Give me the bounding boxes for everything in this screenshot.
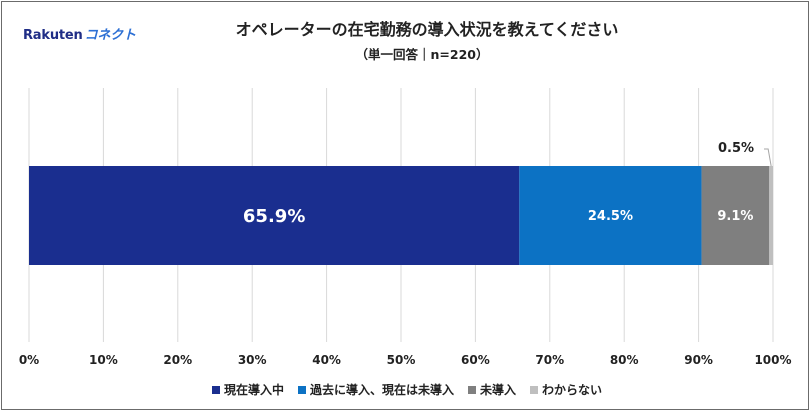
legend: 現在導入中 過去に導入、現在は未導入 未導入 わからない [2,381,808,398]
chart-title: オペレーターの在宅勤務の導入状況を教えてください [235,20,619,39]
legend-swatch [468,386,476,394]
data-label: 65.9% [243,206,305,227]
chart-subtitle: （単一回答｜n=220） [355,47,489,62]
x-tick-label: 80% [610,353,639,367]
segment-labels: 65.9% 24.5% 9.1% 0.5% [243,141,772,227]
bar-segments [29,166,773,265]
x-tick-label: 90% [684,353,713,367]
x-tick-label: 50% [387,353,416,367]
legend-item: 過去に導入、現在は未導入 [297,381,454,398]
stacked-bar-chart: 65.9% 24.5% 9.1% 0.5% 0% 10% 20% 30% 40% 50% 60% 7… [19,88,792,367]
x-tick-label: 20% [163,353,192,367]
x-tick-label: 0% [19,353,39,367]
legend-item: 未導入 [468,381,516,398]
legend-label: わからない [542,383,603,397]
bar-segment [519,166,702,265]
x-tick-label: 100% [754,353,791,367]
leader-line [764,148,772,167]
legend-swatch [297,386,306,394]
bar-segment [29,166,520,265]
logo-brand: Rakuten [23,28,83,43]
legend-item: わからない [530,381,602,398]
legend-label: 過去に導入、現在は未導入 [309,383,454,397]
x-tick-label: 10% [89,353,118,367]
data-label: 0.5% [718,141,754,156]
legend-item: 現在導入中 [211,381,284,398]
legend-label: 未導入 [480,383,517,397]
bar-segment [701,166,770,265]
x-tick-label: 70% [535,353,564,367]
logo-sub: コネクト [84,28,136,43]
x-tick-label: 40% [312,353,341,367]
x-tick-label: 60% [461,353,490,367]
bar-segment [769,166,773,265]
legend-swatch [211,386,220,394]
x-axis-ticks: 0% 10% 20% 30% 40% 50% 60% 70% 80% 90% 100% [19,353,792,367]
rakuten-connect-logo: Rakuten コネクト [23,24,136,43]
data-label: 24.5% [588,209,633,224]
data-label: 9.1% [717,209,753,224]
legend-label: 現在導入中 [223,383,284,397]
legend-swatch [530,386,539,394]
x-tick-label: 30% [238,353,267,367]
